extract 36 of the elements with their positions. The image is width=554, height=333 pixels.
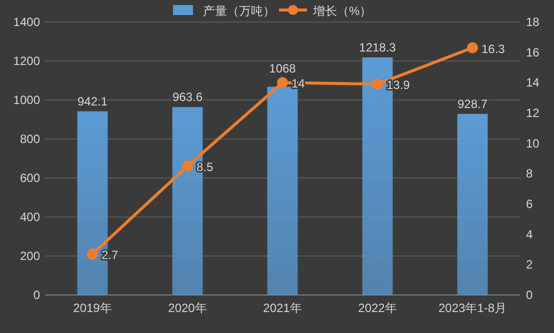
y2-tick-label: 4	[526, 227, 533, 242]
y2-tick-label: 18	[526, 15, 540, 29]
y2-tick-label: 0	[526, 288, 533, 302]
y2-tick-label: 12	[526, 106, 540, 120]
data-label: 1068	[269, 62, 296, 76]
y2-tick-label: 8	[526, 166, 533, 181]
y-tick-label: 1000	[13, 93, 40, 107]
y2-tick-label: 10	[526, 136, 540, 150]
y-tick-label: 1400	[13, 15, 40, 29]
y2-tick-label: 14	[526, 76, 540, 90]
point	[277, 77, 288, 88]
y2-tick-label: 2	[526, 258, 533, 272]
legend-label: 增长（%）	[312, 4, 372, 18]
x-tick-label: 2023年1-8月	[438, 301, 507, 315]
point	[182, 160, 193, 172]
data-label: 942.1	[77, 94, 108, 108]
y-tick-label: 800	[20, 132, 40, 146]
data-label: 1218.3	[359, 40, 396, 54]
point	[87, 248, 98, 260]
data-label: 963.6	[172, 90, 203, 104]
y-tick-label: 1200	[13, 54, 40, 68]
y2-tick-label: 6	[526, 197, 533, 211]
point	[467, 42, 478, 54]
data-label: 16.3	[482, 42, 506, 56]
point	[372, 78, 383, 90]
y-tick-label: 0	[33, 288, 40, 302]
x-tick-label: 2022年	[358, 301, 397, 315]
x-tick-label: 2021年	[263, 301, 302, 315]
y-tick-label: 600	[20, 171, 40, 185]
x-tick-label: 2020年	[168, 301, 207, 315]
x-tick-label: 2019年	[73, 301, 112, 315]
y-tick-label: 200	[20, 249, 40, 263]
data-label: 928.7	[457, 96, 488, 111]
legend-label: 产量（万吨）	[203, 4, 275, 18]
y2-tick-label: 16	[526, 45, 540, 60]
y-tick-label: 400	[20, 210, 40, 224]
